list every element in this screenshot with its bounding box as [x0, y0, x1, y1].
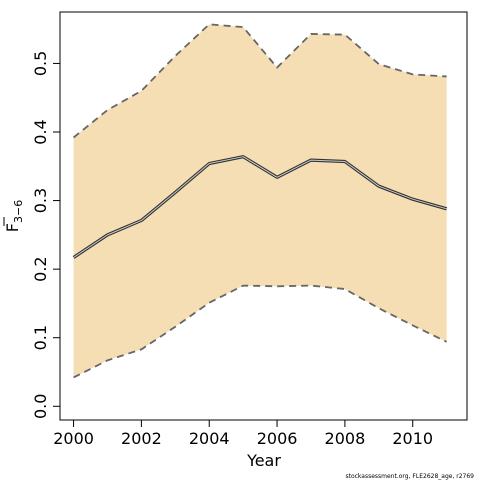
y-tick-label: 0.3 — [31, 188, 50, 213]
y-tick-label: 0.5 — [31, 51, 50, 76]
x-tick-label: 2006 — [257, 429, 298, 448]
y-tick-label: 0.0 — [31, 394, 50, 419]
x-axis: 2000 2002 2004 2006 2008 2010 — [53, 419, 433, 448]
y-tick-label: 0.2 — [31, 256, 50, 281]
y-axis-title-subscript: 3−6 — [12, 200, 25, 223]
footer-note: stockassessment.org, FLE2628_age, r2769 — [345, 473, 474, 480]
x-tick-label: 2008 — [325, 429, 366, 448]
y-axis-title: F3−6 — [3, 200, 25, 232]
y-axis: 0.0 0.1 0.2 0.3 0.4 0.5 — [31, 51, 61, 419]
x-tick-label: 2000 — [53, 429, 94, 448]
x-tick-label: 2004 — [189, 429, 230, 448]
x-tick-label: 2010 — [392, 429, 433, 448]
x-tick-label: 2002 — [121, 429, 162, 448]
x-axis-title: Year — [246, 451, 281, 470]
lower-bound-line — [73, 284, 448, 379]
upper-bound-line — [73, 23, 447, 139]
svg-text:F3−6: F3−6 — [3, 200, 25, 232]
y-tick-label: 0.4 — [31, 119, 50, 144]
estimate-line-highlight — [73, 156, 447, 258]
confidence-band — [73, 24, 447, 378]
y-tick-label: 0.1 — [31, 325, 50, 350]
y-axis-title-base: F — [3, 223, 22, 232]
